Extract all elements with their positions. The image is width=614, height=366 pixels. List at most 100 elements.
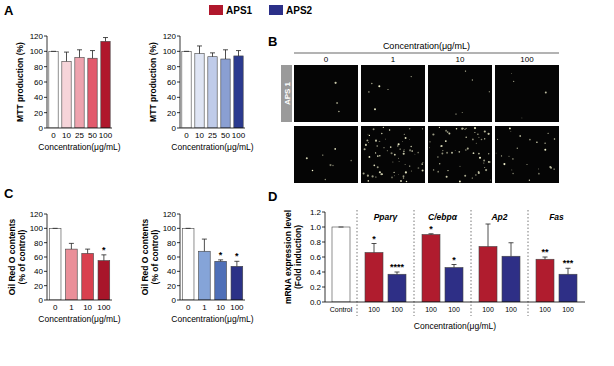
micrograph-speck [465, 136, 467, 138]
micrograph-speck [398, 143, 400, 145]
micrograph-speck [503, 163, 505, 165]
y-tick-label: 80 [167, 239, 176, 248]
y-tick-label: 0 [172, 124, 177, 133]
micrograph-image [361, 65, 425, 122]
x-tick-label: 25 [75, 131, 84, 140]
bar [62, 61, 71, 128]
micrograph-speck [368, 142, 370, 144]
micrograph-cell [294, 65, 358, 122]
y-tick [177, 271, 180, 272]
micrograph-speck [428, 147, 430, 149]
micrograph-cell [361, 65, 425, 122]
micrograph-speck [488, 153, 489, 154]
micrograph-speck [461, 128, 463, 130]
micrograph-speck [474, 132, 475, 133]
plot-marks [49, 228, 109, 300]
x-axis-label: Concentration(μg/mL) [38, 314, 121, 324]
x-tick-label: 100 [368, 306, 380, 313]
x-tick-label: 100 [391, 306, 403, 313]
significance: * [235, 251, 239, 261]
micrograph-speck [401, 141, 403, 143]
group-separator [528, 210, 529, 316]
micrograph-speck [410, 146, 412, 148]
x-tick-label: 0 [53, 303, 58, 312]
micrograph-speck [418, 167, 420, 169]
micrograph-speck [409, 149, 411, 151]
error-cap [53, 228, 58, 229]
micrograph-speck [398, 160, 400, 162]
error-stem [87, 249, 88, 253]
micrograph-speck [404, 134, 405, 135]
y-tick-label: 0.2 [310, 283, 322, 292]
x-axis [180, 300, 245, 301]
micrograph-speck [437, 171, 439, 173]
panel-label: A [4, 3, 14, 18]
micrograph-speck [526, 164, 527, 165]
micrograph-column-label: 100 [520, 55, 534, 64]
micrograph-speck [441, 145, 443, 147]
significance: * [452, 255, 456, 265]
micrograph-cell [428, 126, 492, 183]
legend-label: APS1 [226, 5, 253, 16]
micrograph-speck [385, 138, 387, 140]
group-label: Fas [549, 212, 564, 222]
bar [365, 253, 383, 303]
micrograph-speck [481, 139, 483, 141]
micrograph-rule [294, 53, 559, 54]
y-tick [322, 287, 325, 288]
bar [215, 261, 227, 300]
micrograph-speck [409, 165, 410, 166]
micrograph-speck [437, 156, 438, 157]
significance: * [429, 224, 433, 234]
x-axis [47, 128, 112, 129]
y-tick [322, 302, 325, 303]
micrograph-speck [538, 173, 540, 175]
micrograph-speck [451, 152, 453, 154]
row-label-box [281, 65, 292, 122]
micrograph-speck [405, 137, 407, 139]
error-stem [103, 255, 104, 261]
significance: **** [390, 262, 405, 272]
micrograph-speck [441, 153, 443, 155]
micrograph-speck [405, 164, 406, 165]
y-tick-label: 20 [34, 282, 43, 291]
error-cap [202, 239, 207, 240]
x-axis [47, 300, 112, 301]
bar [422, 235, 440, 303]
error-cap [184, 51, 189, 52]
plot-marks [49, 38, 110, 128]
y-tick [322, 272, 325, 273]
micrograph-speck [511, 169, 513, 171]
micrograph-speck [477, 134, 478, 135]
micrograph-speck [373, 164, 375, 166]
micrograph-speck [488, 133, 490, 135]
y-tick [44, 128, 47, 129]
bar [182, 51, 191, 128]
micrograph-speck [483, 160, 485, 162]
error-cap [236, 50, 241, 51]
x-tick-label: 100 [448, 306, 460, 313]
micrograph-speck [379, 155, 381, 157]
micrograph-speck [501, 155, 502, 156]
micrograph-speck [336, 102, 338, 104]
y-tick-label: 60 [167, 253, 176, 262]
error-cap [197, 45, 202, 46]
micrograph-speck [509, 127, 511, 129]
bar [445, 268, 463, 303]
x-tick-label: 0 [186, 303, 191, 312]
bar [75, 57, 84, 128]
micrograph-speck [508, 155, 510, 157]
x-axis [180, 128, 245, 129]
micrograph-speck [488, 133, 490, 135]
micrograph-speck [335, 82, 337, 84]
y-tick [44, 300, 47, 301]
x-axis-label: Concentration(μg/mL) [171, 142, 254, 152]
bar [332, 227, 350, 302]
micrograph-speck [377, 155, 379, 157]
micrograph-speck [411, 76, 412, 77]
significance: * [372, 234, 376, 244]
micrograph-cell [361, 126, 425, 183]
bar [559, 274, 577, 302]
micrograph-speck [367, 175, 369, 177]
micrograph-speck [456, 128, 458, 130]
